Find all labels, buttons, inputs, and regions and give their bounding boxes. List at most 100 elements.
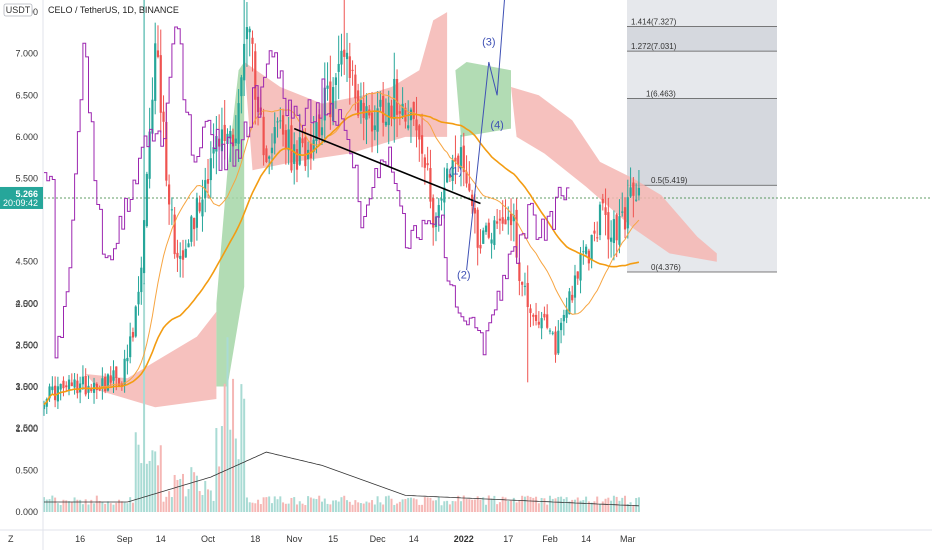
volume-bar [568,501,571,512]
volume-bar [312,498,315,512]
candle-body [245,27,249,40]
volume-bar [432,500,435,512]
volume-bar [198,491,201,512]
volume-bar [218,466,221,512]
volume-bar [87,504,90,512]
candle-body [498,218,502,221]
volume-bar [193,472,196,512]
volume-bar [404,498,407,512]
volume-bar [184,496,187,512]
volume-bar [334,500,337,512]
volume-bar [398,501,401,512]
volume-bar [465,498,468,512]
candle-body [165,121,168,181]
volume-bar [154,451,157,512]
candle-body [432,198,435,228]
candle-body [251,37,254,44]
volume-bar [582,500,585,512]
volume-bar [512,497,515,512]
candle-body [565,309,568,318]
volume-bar [368,502,371,512]
candle-body [231,134,235,147]
candle-body [237,103,240,144]
candle-body [284,130,287,149]
candle-body [206,179,210,184]
volume-bar [401,499,404,512]
candle-body [340,50,343,65]
volume-bar [515,502,518,512]
candle-body [621,211,624,213]
volume-bar [279,496,282,512]
volume-bar [437,496,440,512]
volume-bar [579,500,582,512]
candle-body [131,332,135,338]
volume-bar [70,502,73,512]
currency-badge[interactable] [3,3,33,17]
candle-body [354,74,357,99]
candle-body [168,184,171,205]
volume-bar [156,465,159,512]
volume-bar [68,501,71,512]
volume-bar [443,501,446,512]
candle-body [115,366,118,378]
candle-body [604,207,607,215]
candle-body [420,135,424,154]
volume-bar [243,398,246,512]
volume-bar [134,432,137,512]
candle-body [576,271,579,279]
candle-body [220,129,224,152]
candle-body [59,383,62,390]
candle-body [412,101,415,119]
volume-bar [287,503,290,512]
candle-body [607,212,610,240]
candle-body [568,291,571,315]
candle-body [554,331,557,355]
volume-bar [315,499,318,512]
volume-bar [65,500,68,512]
volume-tick-label: 0.500 [15,465,38,475]
volume-bar [123,502,126,512]
volume-bar [504,497,507,512]
candle-body [142,220,146,274]
volume-bar [384,496,387,512]
volume-bar [359,503,362,512]
volume-bar [81,504,84,512]
volume-bar [109,503,112,512]
candle-body [362,102,365,119]
candle-body [73,379,76,388]
candle-body [598,204,602,236]
candle-body [415,119,418,131]
candle-body [482,230,485,244]
volume-bar [254,503,257,512]
volume-bar [418,504,421,512]
volume-bar [284,503,287,512]
candle-body [451,160,454,182]
volume-bar [259,504,262,512]
volume-bar [45,499,48,512]
volume-bar [496,504,499,512]
volume-bar [212,500,215,512]
volume-bar [454,501,457,512]
volume-bar [457,495,460,512]
y-tick-label: 4.500 [15,257,38,267]
volume-bar [118,499,121,512]
volume-bar [535,496,538,512]
candle-body [626,197,629,229]
volume-bar [76,499,79,512]
volume-bar [526,495,529,512]
candle-body [137,291,140,305]
candle-body [81,376,85,385]
volume-moving-average [44,451,639,507]
volume-bar [421,504,424,512]
candle-body [559,322,563,331]
volume-bar [612,495,615,512]
volume-bar [276,499,279,512]
timezone-label[interactable]: Z [8,534,14,544]
volume-bar [498,502,501,512]
candle-body [334,77,337,86]
volume-bar [490,499,493,512]
volume-bar [159,445,162,512]
candle-body [610,237,613,242]
volume-bar [635,498,638,512]
